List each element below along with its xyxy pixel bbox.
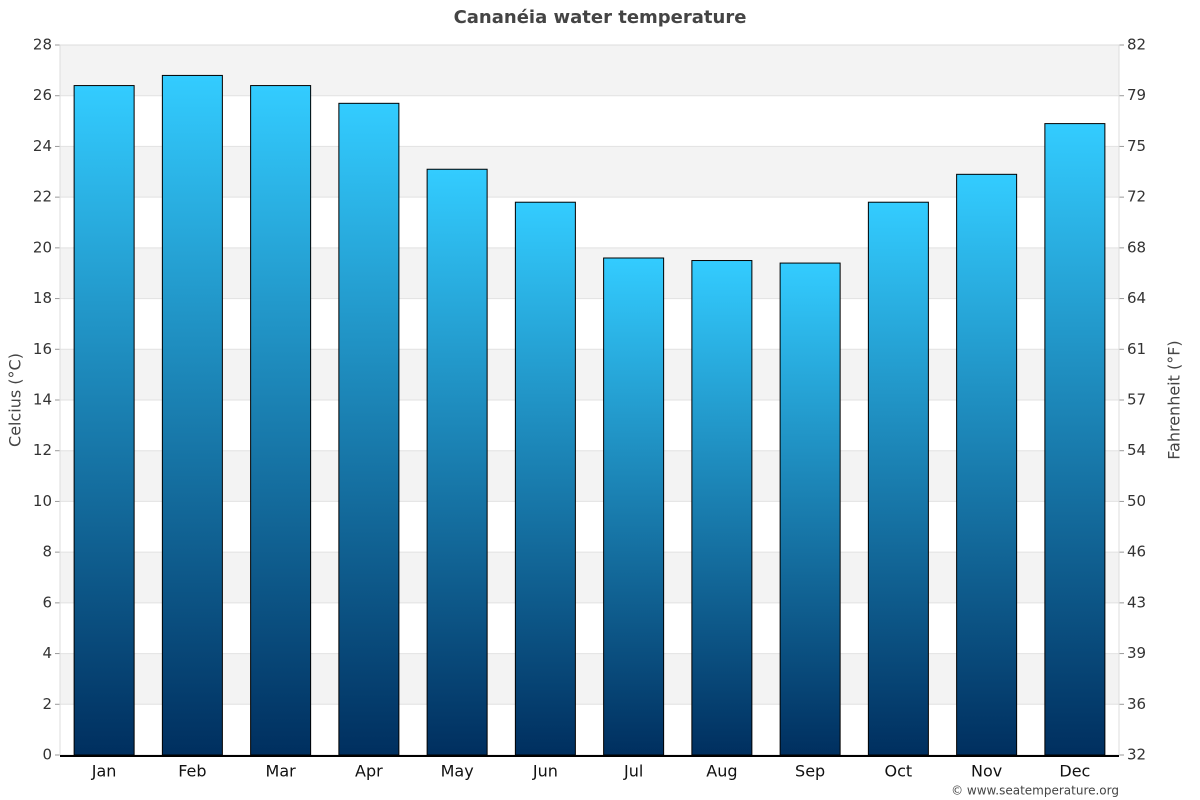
- bar: [161, 74, 223, 756]
- grid-band: [60, 45, 1119, 96]
- bar: [779, 262, 841, 756]
- y2-tick-label: 68: [1127, 238, 1146, 256]
- y2-tick-label: 72: [1127, 188, 1146, 206]
- x-tick-label: Oct: [885, 762, 913, 781]
- y2-tick-label: 54: [1127, 441, 1146, 459]
- bar: [1044, 123, 1106, 756]
- x-tick-label: Sep: [795, 762, 825, 781]
- grid-band: [60, 146, 1119, 198]
- bar: [603, 257, 665, 756]
- x-tick-label: Jul: [623, 762, 643, 781]
- credit: © www.seatemperature.org: [951, 784, 1119, 798]
- y2-tick-label: 57: [1127, 391, 1146, 409]
- y-axis-title: Celcius (°C): [6, 353, 25, 447]
- bar: [514, 201, 576, 756]
- y-tick-label: 8: [42, 543, 52, 561]
- x-tick-label: Jan: [91, 762, 117, 781]
- x-tick-label: Dec: [1059, 762, 1090, 781]
- y-tick-label: 16: [33, 340, 52, 358]
- y2-tick-label: 50: [1127, 492, 1146, 510]
- bar: [426, 168, 488, 756]
- x-tick-label: Feb: [178, 762, 206, 781]
- y2-tick-label: 46: [1127, 543, 1146, 561]
- y2-tick-label: 61: [1127, 340, 1146, 358]
- y-tick-label: 14: [33, 391, 52, 409]
- bar: [250, 85, 312, 756]
- y2-tick-label: 82: [1127, 36, 1146, 54]
- bar: [338, 102, 400, 756]
- y-tick-label: 18: [33, 289, 52, 307]
- y2-axis-title: Fahrenheit (°F): [1165, 340, 1184, 459]
- y-tick-label: 20: [33, 238, 52, 256]
- x-tick-label: Nov: [971, 762, 1002, 781]
- y-tick-label: 22: [33, 188, 52, 206]
- bar: [867, 201, 929, 756]
- grid-band: [60, 450, 1119, 502]
- x-tick-label: Mar: [266, 762, 297, 781]
- y2-tick-label: 32: [1127, 746, 1146, 764]
- chart-title: Cananéia water temperature: [454, 7, 747, 28]
- y-tick-label: 0: [42, 746, 52, 764]
- grid-band: [60, 349, 1119, 400]
- x-tick-label: Apr: [355, 762, 383, 781]
- x-tick-label: May: [441, 762, 474, 781]
- y2-tick-label: 64: [1127, 289, 1146, 307]
- bar: [691, 260, 753, 756]
- y-tick-label: 4: [42, 644, 52, 662]
- y-tick-label: 10: [33, 492, 52, 510]
- y2-tick-label: 36: [1127, 695, 1146, 713]
- grid-band: [60, 653, 1119, 705]
- y-tick-label: 6: [42, 593, 52, 611]
- y-tick-label: 26: [33, 86, 52, 104]
- y2-tick-label: 79: [1127, 86, 1146, 104]
- x-tick-label: Aug: [706, 762, 737, 781]
- bar: [956, 173, 1018, 756]
- grid-band: [60, 552, 1119, 603]
- y-tick-label: 24: [33, 137, 52, 155]
- y2-tick-label: 39: [1127, 644, 1146, 662]
- bar: [73, 85, 135, 756]
- grid-band: [60, 247, 1119, 299]
- x-tick-label: Jun: [532, 762, 558, 781]
- y2-tick-label: 75: [1127, 137, 1146, 155]
- y-tick-label: 12: [33, 441, 52, 459]
- y2-tick-label: 43: [1127, 593, 1146, 611]
- y-tick-label: 28: [33, 36, 52, 54]
- y-tick-label: 2: [42, 695, 52, 713]
